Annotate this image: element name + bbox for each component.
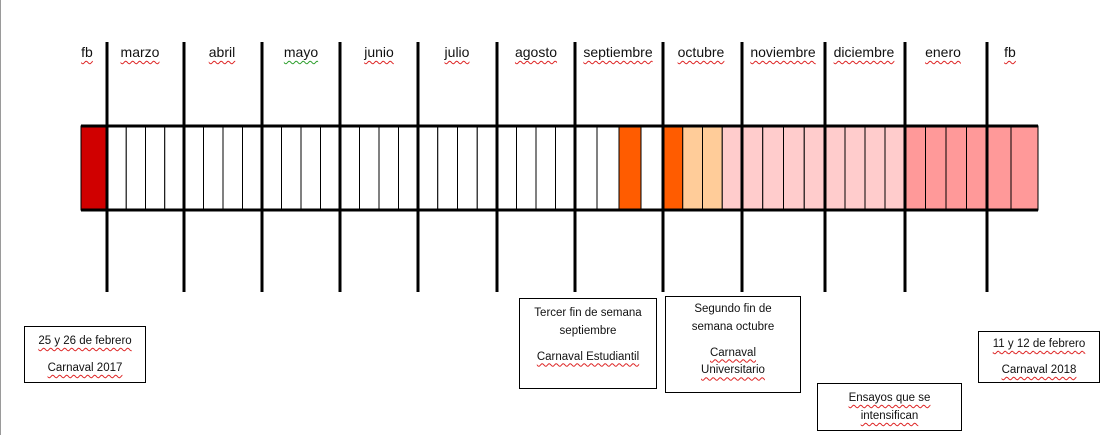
- week-cell: [574, 125, 598, 211]
- week-cell: [986, 125, 1012, 211]
- month-label: noviembre: [750, 44, 816, 60]
- note-carnaval-universitario: Segundo fin de semana octubre Carnaval U…: [665, 296, 801, 393]
- note-universitario-title: Carnaval Universitario: [701, 346, 765, 377]
- week-cell: [125, 125, 146, 211]
- week-cell: [222, 125, 243, 211]
- week-cell: [966, 125, 988, 211]
- note-carnaval-2017: 25 y 26 de febrero Carnaval 2017: [24, 326, 146, 383]
- week-cell: [945, 125, 967, 211]
- week-cell: [596, 125, 620, 211]
- week-cell: [359, 125, 380, 211]
- week-cell: [864, 125, 886, 211]
- week-cell: [476, 125, 498, 211]
- week-cell: [437, 125, 458, 211]
- month-label: agosto: [514, 44, 558, 60]
- week-cell: [662, 125, 684, 211]
- week-cell: [884, 125, 906, 211]
- note-carnaval-2017-date: 25 y 26 de febrero: [38, 335, 132, 347]
- month-label: enero: [925, 44, 961, 60]
- month-label: septiembre: [583, 44, 653, 60]
- week-cell: [516, 125, 537, 211]
- week-cell: [80, 125, 108, 211]
- week-cell: [803, 125, 826, 211]
- week-cell: [300, 125, 321, 211]
- note-universitario-date: Segundo fin de semana octubre: [691, 303, 775, 333]
- month-label: junio: [364, 44, 394, 60]
- week-cell: [164, 125, 185, 211]
- month-label: abril: [208, 44, 236, 60]
- week-cell: [640, 125, 664, 211]
- week-cell: [457, 125, 478, 211]
- week-cell: [145, 125, 166, 211]
- month-label: mayo: [283, 44, 319, 60]
- note-carnaval-estudiantil: Tercer fin de semana septiembre Carnaval…: [519, 298, 657, 389]
- week-cell: [535, 125, 556, 211]
- note-carnaval-2017-title: Carnaval 2017: [47, 361, 123, 374]
- week-cell: [261, 125, 282, 211]
- week-cell: [904, 125, 926, 211]
- week-cell: [398, 125, 419, 211]
- week-cell: [682, 125, 703, 211]
- week-cell: [844, 125, 866, 211]
- week-cell: [925, 125, 947, 211]
- month-label: diciembre: [833, 44, 895, 60]
- week-cell: [1010, 125, 1039, 211]
- week-cell: [618, 125, 642, 211]
- month-label: marzo: [120, 44, 160, 60]
- week-cell: [555, 125, 576, 211]
- week-cell: [281, 125, 302, 211]
- note-estudiantil-title: Carnaval Estudiantil: [536, 350, 640, 363]
- week-cell: [339, 125, 360, 211]
- week-cell: [741, 125, 764, 211]
- month-label: fb: [81, 44, 93, 60]
- note-ensayos: Ensayos que se intensifican: [817, 383, 962, 431]
- week-cell: [824, 125, 846, 211]
- week-cell: [106, 125, 127, 211]
- note-carnaval-2018-date: 11 y 12 de febrero: [992, 338, 1086, 350]
- timeline-diagram: [80, 42, 1039, 292]
- week-cell: [183, 125, 204, 211]
- week-cell: [378, 125, 399, 211]
- note-estudiantil-date: Tercer fin de semana septiembre: [534, 307, 642, 337]
- page-left-edge: [0, 0, 1, 435]
- week-cell: [702, 125, 723, 211]
- week-cell: [417, 125, 439, 211]
- note-carnaval-2018-title: Carnaval 2018: [1001, 363, 1077, 376]
- month-label: julio: [444, 44, 470, 60]
- week-cell: [783, 125, 805, 211]
- week-cell: [242, 125, 263, 211]
- week-cell: [203, 125, 224, 211]
- note-ensayos-text: Ensayos que se intensifican: [848, 392, 931, 422]
- month-label: octubre: [677, 44, 725, 60]
- week-cell: [320, 125, 341, 211]
- month-label: fb: [1004, 44, 1016, 60]
- week-cell: [762, 125, 784, 211]
- week-cell: [496, 125, 517, 211]
- week-cell: [721, 125, 743, 211]
- note-carnaval-2018: 11 y 12 de febrero Carnaval 2018: [978, 331, 1100, 383]
